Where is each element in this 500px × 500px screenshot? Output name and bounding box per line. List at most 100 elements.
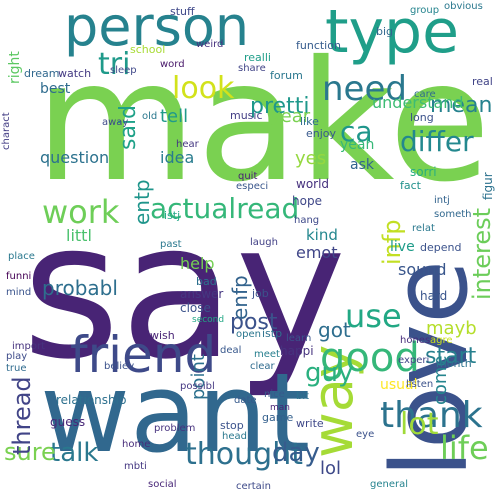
word-interest: interest	[468, 207, 496, 300]
word-guy: guy	[305, 358, 354, 388]
word-date: date	[234, 395, 257, 406]
word-yes: yes	[295, 148, 327, 169]
word-stuff: stuff	[170, 5, 195, 18]
word-work: work	[42, 193, 120, 231]
word-hear: hear	[176, 139, 199, 150]
word-tell: tell	[160, 106, 189, 127]
word-hard: hard	[420, 289, 448, 303]
word-music: music	[230, 109, 263, 122]
word-nice: nice	[264, 389, 285, 400]
word-home: home	[122, 439, 151, 450]
word-laugh: laugh	[250, 237, 278, 248]
word-lot: lot	[400, 407, 439, 442]
word-learn: learn	[286, 333, 312, 344]
word-emot: emot	[296, 243, 338, 262]
word-tri: tri	[98, 47, 131, 82]
word-head: head	[222, 431, 247, 442]
word-bad: bad	[196, 275, 217, 288]
word-real: real	[472, 75, 493, 88]
word-talk: talk	[50, 438, 99, 468]
word-thought: thought	[185, 437, 303, 472]
word-intj: intj	[434, 195, 450, 206]
word-away: away	[102, 117, 129, 128]
word-question: question	[40, 148, 110, 167]
word-dream: dream	[24, 67, 60, 80]
word-probabl: probabl	[42, 276, 118, 300]
word-someth: someth	[434, 209, 472, 220]
word-job: job	[252, 287, 269, 300]
word-wish: wish	[150, 329, 175, 342]
word-fact: fact	[400, 179, 421, 192]
word-believ: believ	[104, 361, 135, 372]
word-look: look	[172, 71, 235, 106]
word-open: open	[236, 329, 261, 340]
word-depend: depend	[420, 241, 462, 254]
word-entp: entp	[130, 179, 154, 225]
word-understand: understand	[372, 93, 464, 112]
word-lol: lol	[320, 458, 342, 479]
word-friend: friend	[70, 326, 217, 384]
word-social: social	[148, 479, 177, 490]
word-point: point	[188, 354, 209, 400]
word-stop: stop	[220, 419, 244, 432]
word-kind: kind	[306, 226, 338, 244]
word-make: make	[35, 26, 491, 219]
word-happi: happi	[280, 344, 314, 358]
word-man: man	[270, 403, 290, 413]
word-use: use	[345, 297, 402, 335]
word-post: post	[230, 310, 278, 335]
word-word: word	[160, 59, 185, 70]
word-forum: forum	[270, 69, 303, 82]
word-school: school	[130, 43, 166, 56]
word-sound: sound	[398, 260, 447, 279]
word-figur: figur	[481, 172, 495, 200]
word-big: big	[376, 25, 394, 38]
word-charact: charact	[1, 112, 12, 150]
word-enfp: enfp	[228, 275, 252, 320]
word-istp: istp	[262, 327, 283, 340]
word-say: say	[22, 182, 347, 401]
word-month: month	[436, 357, 472, 370]
word-relat: relat	[412, 223, 435, 234]
word-past: past	[160, 239, 182, 250]
word-istj: istj	[164, 209, 181, 222]
word-ca: ca	[340, 115, 373, 148]
word-eye: eye	[356, 429, 375, 440]
word-answer: answer	[180, 287, 224, 301]
word-day: day	[272, 438, 320, 468]
word-sorri: sorri	[410, 165, 437, 179]
word-possibl: possibl	[180, 381, 215, 392]
word-hang: hang	[294, 215, 320, 226]
word-thank: thank	[380, 395, 483, 436]
word-need: need	[322, 69, 407, 109]
word-want: want	[40, 349, 311, 477]
word-mbti: mbti	[124, 461, 147, 472]
word-close: close	[180, 301, 211, 315]
word-write: write	[296, 417, 324, 430]
word-relationship: relationship	[56, 393, 127, 407]
word-sleep: sleep	[110, 65, 137, 76]
word-game: game	[262, 411, 294, 424]
word-certain: certain	[236, 481, 271, 492]
word-differ: differ	[400, 125, 474, 158]
word-live: live	[390, 239, 415, 255]
word-yeah: yeah	[340, 137, 375, 153]
word-enjoy: enjoy	[306, 127, 337, 140]
word-help: help	[180, 254, 215, 273]
word-group: group	[410, 5, 440, 16]
word-littl: littl	[66, 226, 92, 245]
word-function: function	[296, 39, 341, 52]
word-thread: thread	[8, 376, 36, 455]
word-mayb: mayb	[426, 318, 477, 339]
word-hope: hope	[292, 194, 322, 208]
word-experi: experi	[398, 355, 430, 366]
word-mind: mind	[6, 287, 32, 298]
word-especi: especi	[236, 181, 269, 192]
word-year: year	[270, 106, 311, 127]
word-honest: honest	[400, 335, 435, 346]
word-got: got	[318, 318, 351, 342]
word-funni: funni	[6, 271, 32, 282]
word-problem: problem	[154, 423, 196, 434]
word-realli: realli	[244, 51, 271, 64]
word-actualread: actualread	[150, 192, 300, 225]
